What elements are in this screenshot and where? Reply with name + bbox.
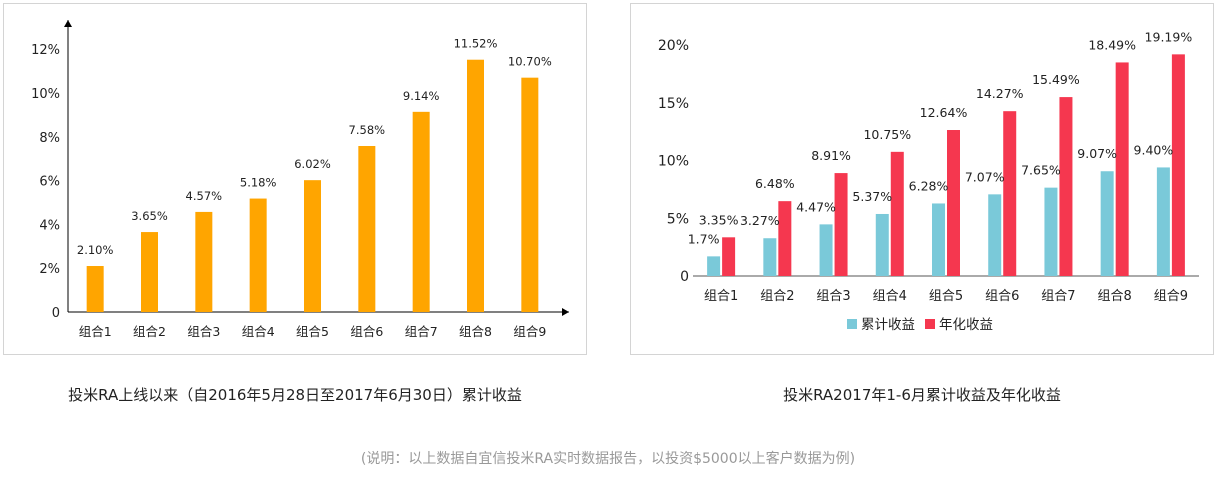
return-comparison-chart: 0 5% 10% 15% 20% 1.7% 3.35% 组合1 3.27% 6.48% 组合2 4.4… bbox=[630, 3, 1214, 355]
bar-cumulative bbox=[988, 194, 1002, 276]
y-tick-label: 0 bbox=[680, 269, 689, 285]
data-label: 10.70% bbox=[508, 55, 552, 69]
bar-annualized bbox=[890, 151, 904, 276]
bar bbox=[521, 77, 539, 312]
y-tick-label: 2% bbox=[39, 262, 60, 277]
x-tick-label: 组合5 bbox=[929, 289, 963, 304]
x-tick-label: 组合3 bbox=[816, 289, 850, 304]
x-tick-label: 组合9 bbox=[1154, 289, 1188, 304]
data-label-annualized: 10.75% bbox=[863, 127, 911, 142]
data-label-cumulative: 3.27% bbox=[740, 213, 780, 228]
bar bbox=[304, 180, 321, 312]
data-label-cumulative: 7.07% bbox=[965, 169, 1005, 184]
data-label-cumulative: 7.65% bbox=[1021, 163, 1061, 178]
x-tick-label: 组合1 bbox=[704, 289, 738, 304]
legend-swatch-cumulative bbox=[847, 319, 857, 329]
bar-annualized bbox=[947, 130, 960, 276]
y-tick-label: 8% bbox=[39, 131, 60, 146]
bar-cumulative bbox=[819, 224, 833, 276]
bar-annualized bbox=[722, 237, 736, 276]
x-tick-label: 组合8 bbox=[459, 324, 492, 339]
y-tick-label: 0 bbox=[52, 306, 60, 321]
y-tick-label: 6% bbox=[39, 175, 60, 190]
bar bbox=[249, 198, 267, 312]
y-tick-label: 4% bbox=[39, 218, 60, 233]
cumulative-return-chart-svg: 0 2% 4% 6% 8% 10% 12% 2.10% 组合1 3.65% 组合2 4.57% 组合3 5… bbox=[31, 20, 569, 339]
x-tick-label: 组合6 bbox=[985, 289, 1019, 304]
data-label-cumulative: 6.28% bbox=[909, 178, 949, 193]
bar bbox=[467, 59, 484, 312]
x-tick-label: 组合9 bbox=[513, 324, 546, 339]
bar-cumulative bbox=[1156, 167, 1170, 276]
bar-annualized bbox=[1171, 54, 1185, 276]
y-tick-label: 12% bbox=[31, 43, 60, 58]
data-label-cumulative: 1.7% bbox=[688, 231, 720, 246]
data-label-cumulative: 9.07% bbox=[1077, 146, 1117, 161]
x-tick-label: 组合6 bbox=[350, 324, 383, 339]
data-label: 6.02% bbox=[294, 157, 331, 171]
data-label-cumulative: 9.40% bbox=[1134, 142, 1174, 157]
legend-label-cumulative: 累计收益 bbox=[861, 317, 915, 333]
data-label-annualized: 8.91% bbox=[811, 148, 851, 163]
y-tick-label: 15% bbox=[658, 96, 689, 112]
data-label: 5.18% bbox=[240, 176, 277, 190]
bar-annualized bbox=[1059, 97, 1073, 276]
bar-cumulative bbox=[707, 256, 721, 276]
data-label-annualized: 12.64% bbox=[920, 105, 968, 120]
x-tick-label: 组合2 bbox=[133, 324, 166, 339]
data-label: 11.52% bbox=[454, 37, 498, 51]
x-tick-label: 组合7 bbox=[1041, 289, 1075, 304]
bar-cumulative bbox=[875, 213, 889, 276]
x-tick-label: 组合4 bbox=[873, 289, 907, 304]
x-tick-label: 组合4 bbox=[242, 324, 275, 339]
y-axis-arrow bbox=[64, 20, 72, 27]
x-tick-label: 组合5 bbox=[296, 324, 329, 339]
bar-cumulative bbox=[1044, 187, 1058, 276]
data-label-annualized: 19.19% bbox=[1145, 29, 1193, 44]
footnote: (说明：以上数据自宜信投米RA实时数据报告，以投资$5000以上客户数据为例) bbox=[360, 451, 856, 467]
bar bbox=[86, 266, 104, 312]
data-label: 4.57% bbox=[186, 189, 223, 203]
data-label-annualized: 3.35% bbox=[699, 212, 739, 227]
data-label: 7.58% bbox=[349, 123, 386, 137]
bar-annualized bbox=[834, 173, 848, 276]
data-label-annualized: 6.48% bbox=[755, 176, 795, 191]
data-label-cumulative: 5.37% bbox=[852, 189, 892, 204]
data-label-annualized: 18.49% bbox=[1088, 37, 1136, 52]
cumulative-return-chart-title: 投米RA上线以来（自2016年5月28日至2017年6月30日）累计收益 bbox=[68, 386, 522, 404]
x-tick-label: 组合2 bbox=[760, 289, 794, 304]
y-tick-label: 10% bbox=[658, 154, 689, 170]
bar-annualized bbox=[778, 201, 792, 276]
return-comparison-chart-title: 投米RA2017年1-6月累计收益及年化收益 bbox=[783, 386, 1061, 404]
bar bbox=[141, 232, 158, 312]
x-axis-arrow bbox=[562, 308, 569, 316]
legend-swatch-annualized bbox=[925, 319, 935, 329]
y-tick-label: 20% bbox=[658, 38, 689, 54]
y-tick-label: 5% bbox=[667, 211, 689, 227]
data-label-annualized: 15.49% bbox=[1032, 72, 1080, 87]
bar-annualized bbox=[1003, 111, 1017, 276]
bar-cumulative bbox=[763, 238, 777, 276]
y-tick-label: 10% bbox=[31, 87, 60, 102]
x-tick-label: 组合7 bbox=[405, 324, 438, 339]
bar bbox=[358, 145, 376, 312]
bar bbox=[412, 111, 430, 312]
data-label-cumulative: 4.47% bbox=[796, 199, 836, 214]
legend-label-annualized: 年化收益 bbox=[939, 317, 993, 333]
x-tick-label: 组合3 bbox=[187, 324, 220, 339]
data-label: 3.65% bbox=[131, 209, 168, 223]
cumulative-return-chart: 0 2% 4% 6% 8% 10% 12% 2.10% 组合1 3.65% 组合2 4.57% 组合3 5… bbox=[3, 3, 587, 355]
x-tick-label: 组合1 bbox=[79, 324, 112, 339]
data-label-annualized: 14.27% bbox=[976, 86, 1024, 101]
data-label: 9.14% bbox=[403, 89, 440, 103]
bar-cumulative bbox=[1100, 171, 1114, 276]
bar bbox=[195, 211, 213, 312]
return-comparison-chart-svg: 0 5% 10% 15% 20% 1.7% 3.35% 组合1 3.27% 6.48% 组合2 4.4… bbox=[658, 29, 1199, 333]
data-label: 2.10% bbox=[77, 243, 114, 257]
x-tick-label: 组合8 bbox=[1098, 289, 1132, 304]
bar-cumulative bbox=[932, 203, 945, 276]
bar-annualized bbox=[1115, 62, 1129, 277]
